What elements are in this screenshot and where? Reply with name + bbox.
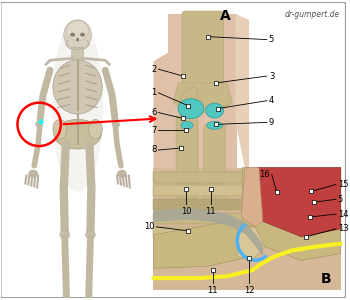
Ellipse shape: [206, 103, 224, 118]
Text: 3: 3: [269, 72, 274, 81]
Ellipse shape: [178, 99, 204, 118]
Polygon shape: [154, 168, 341, 290]
Polygon shape: [168, 14, 237, 209]
Ellipse shape: [54, 119, 101, 149]
Text: 13: 13: [338, 224, 349, 233]
Text: 11: 11: [208, 286, 218, 295]
Text: 11: 11: [205, 207, 216, 216]
Ellipse shape: [70, 33, 75, 37]
Ellipse shape: [28, 170, 38, 178]
Text: 7: 7: [151, 126, 156, 135]
Ellipse shape: [53, 119, 67, 139]
Text: 12: 12: [244, 286, 254, 295]
Polygon shape: [181, 86, 198, 122]
Text: dr-gumpert.de: dr-gumpert.de: [285, 10, 340, 19]
Ellipse shape: [53, 60, 102, 114]
Ellipse shape: [85, 231, 95, 239]
FancyBboxPatch shape: [182, 11, 224, 91]
Polygon shape: [154, 51, 170, 209]
FancyBboxPatch shape: [154, 185, 277, 196]
Ellipse shape: [64, 20, 91, 50]
FancyBboxPatch shape: [204, 124, 225, 204]
Ellipse shape: [67, 21, 89, 40]
Polygon shape: [154, 221, 265, 268]
Text: B: B: [321, 272, 332, 286]
Ellipse shape: [112, 121, 120, 128]
FancyBboxPatch shape: [1, 2, 346, 298]
Ellipse shape: [35, 121, 43, 128]
Ellipse shape: [117, 170, 127, 178]
Text: 2: 2: [151, 65, 156, 74]
Text: 10: 10: [181, 207, 191, 216]
FancyBboxPatch shape: [154, 172, 277, 182]
Text: 5: 5: [338, 195, 343, 204]
Polygon shape: [257, 168, 341, 237]
Polygon shape: [237, 227, 265, 260]
Polygon shape: [241, 168, 263, 227]
FancyBboxPatch shape: [154, 213, 277, 224]
Text: 5: 5: [269, 35, 274, 44]
Text: 10: 10: [144, 222, 154, 231]
Ellipse shape: [181, 122, 193, 129]
Ellipse shape: [60, 231, 70, 239]
Ellipse shape: [89, 119, 102, 139]
Text: 6: 6: [151, 108, 156, 117]
Text: 1: 1: [151, 88, 156, 97]
FancyBboxPatch shape: [154, 199, 277, 210]
Ellipse shape: [207, 122, 223, 129]
Text: 8: 8: [151, 146, 156, 154]
Polygon shape: [235, 14, 249, 189]
Polygon shape: [242, 168, 341, 260]
Ellipse shape: [80, 33, 85, 37]
Polygon shape: [173, 83, 232, 112]
Text: 9: 9: [269, 118, 274, 127]
FancyBboxPatch shape: [176, 116, 198, 198]
Text: A: A: [219, 9, 230, 23]
FancyBboxPatch shape: [154, 227, 277, 238]
FancyBboxPatch shape: [72, 47, 84, 59]
Text: 16: 16: [259, 170, 270, 179]
Ellipse shape: [76, 38, 79, 42]
Ellipse shape: [52, 20, 103, 192]
Text: 15: 15: [338, 180, 348, 189]
Text: 4: 4: [269, 96, 274, 105]
Text: 14: 14: [338, 210, 348, 219]
